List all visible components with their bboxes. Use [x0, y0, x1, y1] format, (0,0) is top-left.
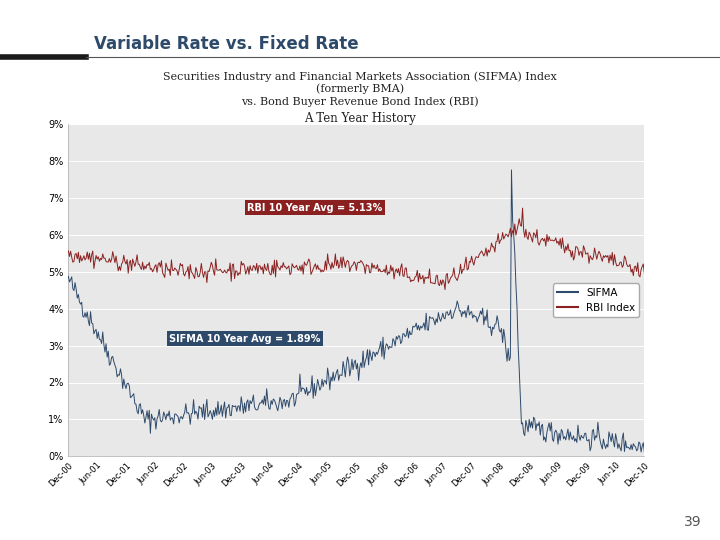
Text: Variable Rate vs. Fixed Rate: Variable Rate vs. Fixed Rate	[94, 35, 359, 53]
Text: Securities Industry and Financial Markets Association (SIFMA) Index: Securities Industry and Financial Market…	[163, 71, 557, 82]
Text: SIFMA 10 Year Avg = 1.89%: SIFMA 10 Year Avg = 1.89%	[169, 334, 320, 344]
Text: vs. Bond Buyer Revenue Bond Index (RBI): vs. Bond Buyer Revenue Bond Index (RBI)	[241, 96, 479, 107]
Legend: SIFMA, RBI Index: SIFMA, RBI Index	[552, 284, 639, 317]
Text: A Ten Year History: A Ten Year History	[304, 112, 416, 125]
Text: (formerly BMA): (formerly BMA)	[316, 84, 404, 94]
Text: 39: 39	[685, 515, 702, 529]
Text: RBI 10 Year Avg = 5.13%: RBI 10 Year Avg = 5.13%	[247, 203, 382, 213]
